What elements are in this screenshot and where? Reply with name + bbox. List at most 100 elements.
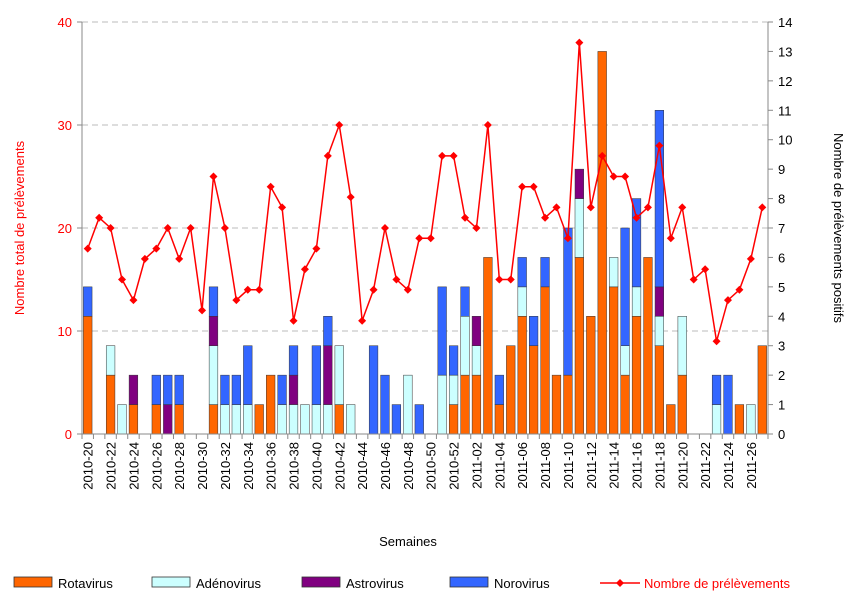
line-marker <box>278 203 287 212</box>
x-tick-label: 2011-18 <box>652 442 667 489</box>
x-tick-label: 2011-12 <box>584 442 599 489</box>
line-marker <box>655 141 664 150</box>
bar <box>266 374 276 435</box>
bar <box>654 316 664 346</box>
bar <box>334 345 344 405</box>
line-marker <box>380 224 389 232</box>
y-axis-title: Nombre total de prélèvements <box>12 140 27 315</box>
line-marker <box>415 234 424 243</box>
legend-label: Nombre de prélèvements <box>644 576 790 591</box>
bar <box>334 404 344 435</box>
bar <box>620 345 630 376</box>
y2-tick-label: 6 <box>778 250 785 265</box>
bar <box>609 286 619 435</box>
line-marker <box>758 203 767 212</box>
bar <box>288 404 299 435</box>
x-tick-label: 2011-22 <box>698 442 713 489</box>
bar <box>631 198 642 288</box>
bar <box>128 404 139 435</box>
line-marker <box>541 213 550 222</box>
bar <box>563 374 573 435</box>
line-marker <box>689 275 698 284</box>
line-marker <box>358 316 367 325</box>
bar <box>631 316 642 435</box>
line-marker <box>678 203 687 212</box>
bar <box>437 374 447 435</box>
bar <box>483 257 493 435</box>
y2-tick-label: 2 <box>778 368 785 383</box>
x-tick-label: 2010-36 <box>264 442 279 490</box>
line-marker <box>243 285 252 294</box>
line-marker <box>95 213 104 222</box>
line-marker <box>163 224 172 232</box>
line-marker <box>701 265 710 274</box>
x-tick-label: 2011-14 <box>607 442 622 489</box>
y2-tick-label: 12 <box>778 74 792 89</box>
line-marker <box>403 285 412 294</box>
bar <box>529 316 539 346</box>
bar <box>609 257 619 288</box>
bar <box>471 316 482 346</box>
bar <box>323 345 333 405</box>
bar <box>414 404 424 435</box>
line-marker <box>175 254 184 263</box>
bar <box>517 316 527 435</box>
bar <box>666 404 676 435</box>
legend-swatch <box>13 576 53 588</box>
bar <box>494 374 504 405</box>
line-marker <box>220 224 229 232</box>
line-marker <box>735 285 744 294</box>
line-marker <box>472 224 481 232</box>
bar <box>277 374 287 405</box>
y2-tick-label: 11 <box>778 103 792 118</box>
bar <box>323 404 333 435</box>
line-marker <box>335 121 344 129</box>
line-marker <box>289 316 298 325</box>
line-marker <box>255 285 264 294</box>
x-tick-label: 2010-48 <box>401 442 416 490</box>
bar <box>208 345 219 405</box>
legend-label: Norovirus <box>494 576 550 591</box>
line-marker <box>621 172 630 181</box>
line-marker <box>140 254 149 263</box>
line-marker <box>609 172 618 181</box>
legend-swatch <box>301 576 341 588</box>
line-marker <box>461 213 470 222</box>
bar <box>574 168 584 199</box>
legend-swatch <box>449 576 489 588</box>
y2-tick-label: 3 <box>778 339 785 354</box>
x-tick-label: 2010-44 <box>355 442 370 490</box>
bar <box>105 374 116 435</box>
line-marker <box>666 234 675 243</box>
bar <box>231 374 241 405</box>
bar <box>654 345 664 435</box>
bar <box>517 257 527 288</box>
bar <box>460 374 470 435</box>
bar <box>403 374 413 435</box>
bar <box>311 404 321 435</box>
x-tick-label: 2011-02 <box>469 442 484 489</box>
bar <box>220 404 230 435</box>
x-tick-label: 2011-10 <box>561 442 576 489</box>
line-marker <box>632 213 641 222</box>
bar <box>586 316 596 435</box>
line-marker <box>106 224 115 232</box>
y2-tick-label: 14 <box>778 15 792 30</box>
bar <box>757 345 767 435</box>
line-marker <box>312 244 321 253</box>
bar <box>231 404 241 435</box>
bar <box>448 374 459 405</box>
bar <box>677 316 687 376</box>
line-marker <box>586 203 595 212</box>
bar <box>734 404 745 435</box>
line-marker <box>643 203 652 212</box>
bar <box>288 345 299 376</box>
bar <box>128 374 139 405</box>
bar <box>83 286 93 317</box>
x-tick-label: 2010-38 <box>287 442 302 490</box>
bar <box>254 404 264 435</box>
bar <box>643 257 653 435</box>
bar <box>563 227 573 376</box>
line-marker <box>746 254 755 263</box>
